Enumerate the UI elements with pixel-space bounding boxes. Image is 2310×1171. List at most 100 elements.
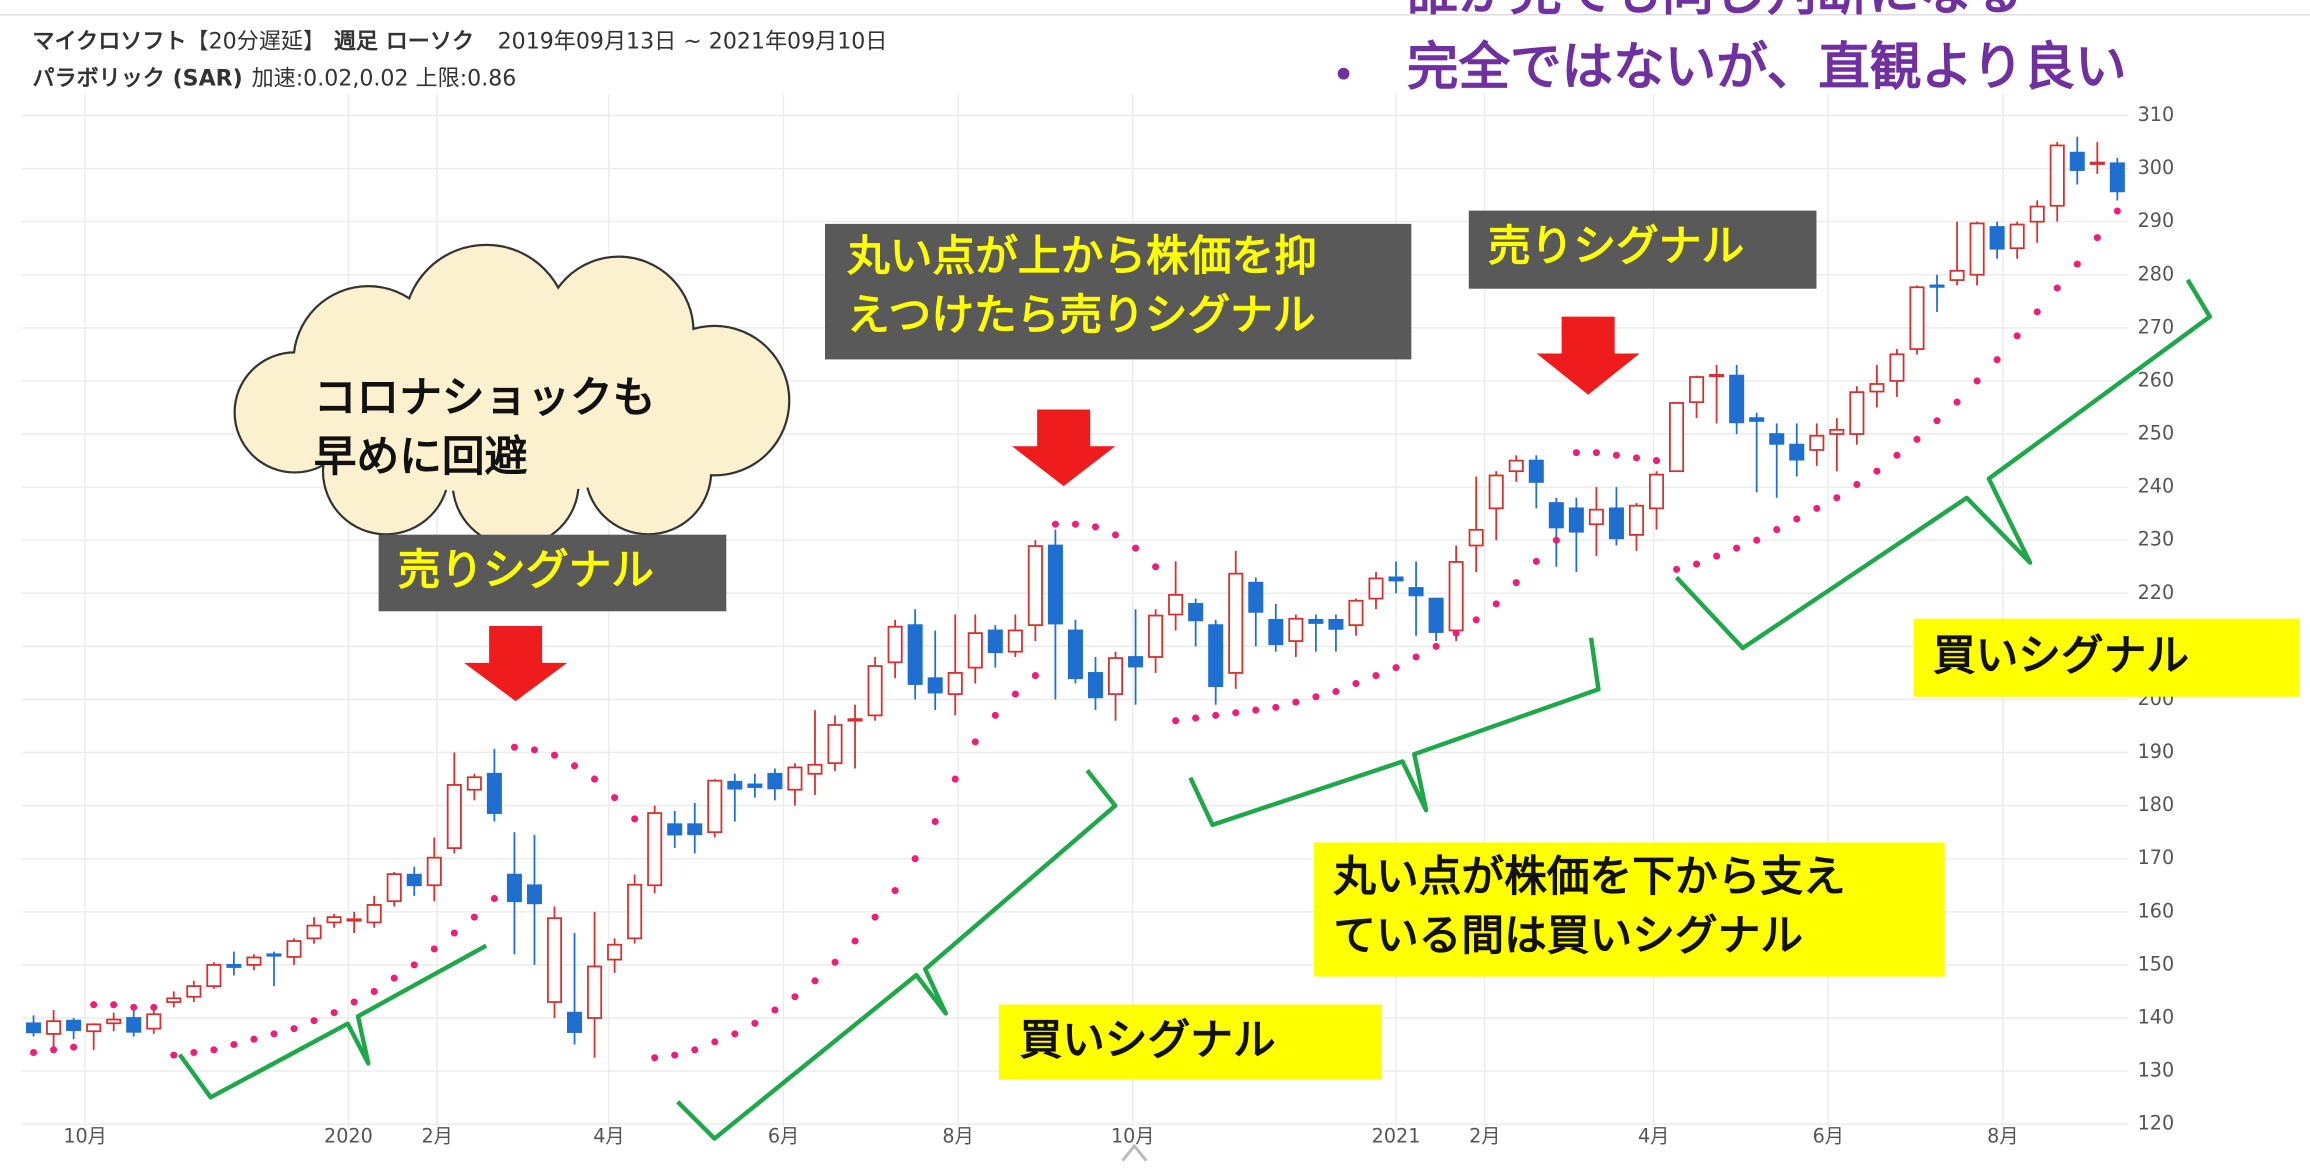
candle-body [526,884,542,905]
y-tick-label: 160 [2138,899,2175,922]
arrow [1536,316,1640,395]
candle-body [446,784,462,849]
sar-dot [1572,449,1580,457]
x-tick-label: 2020 [324,1125,373,1148]
sar-dot [570,762,579,770]
sar-dot [991,711,999,719]
candle-body [2009,223,2025,250]
candle-body [1007,629,1023,653]
candle-body [506,873,522,903]
y-tick-label: 260 [2138,368,2175,391]
buy-box [1314,842,1945,977]
candle-body [667,823,683,836]
y-tick-label: 130 [2138,1059,2175,1082]
header-kind: 週足 ローソク [334,29,474,55]
candle-body [1188,603,1204,622]
candle-body [46,1020,62,1035]
candle-body [1067,629,1083,680]
candle-body [186,985,202,998]
sar-dot [1352,679,1360,688]
candle-body [1288,617,1304,642]
candle-body [1228,572,1244,674]
sar-dot [811,977,819,985]
candle-body [947,672,963,696]
candle-body [1108,657,1124,696]
candle-body [66,1019,82,1032]
candle-body [266,953,282,957]
candle-body [106,1018,122,1025]
candle-body [1568,507,1584,533]
sar-dot [851,937,859,945]
candle-body [1709,373,1725,378]
sar-dot [1111,531,1120,539]
candle-body [1408,587,1424,597]
candle-body [1809,434,1825,451]
y-tick-label: 120 [2138,1112,2175,1135]
candle-body [426,856,442,887]
x-tick-label: 6月 [768,1125,799,1148]
sell-box [825,223,1412,360]
header: マイクロソフト【20分遅延】 週足 ローソク 2019年09月13日 ~ 2021年… [32,29,887,92]
candle-body [1749,417,1765,422]
sar-dot [731,1030,739,1038]
cloud-text: 早めに回避 [314,432,528,482]
candle-body [827,724,843,765]
candle-body [807,763,823,775]
sar-dot [30,1048,38,1057]
sar-dot [1372,672,1380,680]
candle-body [1949,269,1965,281]
sar-dot [591,775,599,783]
sar-dot [1252,706,1260,714]
y-tick-label: 230 [2138,528,2175,551]
sar-dot [1332,687,1340,696]
sar-dot [2093,234,2101,242]
buy-box [998,1004,1382,1080]
candle-body [907,624,923,685]
x-tick-label: 4月 [1638,1125,1669,1148]
y-tick-label: 170 [2138,846,2175,869]
arrow [464,626,568,702]
candle-body [2109,162,2125,193]
buy-box [1913,618,2300,697]
sar-dot [1051,520,1059,528]
sar-dot [1632,454,1641,462]
x-tick-label: 8月 [942,1125,973,1148]
sar-dot [450,929,458,937]
bullet [1337,67,1350,80]
sar-dot [1953,398,1961,406]
sar-dot [230,1040,238,1049]
candle-body [1969,222,1985,276]
sar-dot [1071,520,1079,528]
sar-dot [470,913,478,921]
sar-dot [270,1030,278,1038]
sar-dot [931,818,939,826]
arrow [1012,409,1116,487]
sar-dot [611,794,619,802]
candle-body [1769,433,1785,445]
sar-dot [1592,449,1600,457]
sar-dot [1652,457,1661,465]
sar-dot [1813,504,1821,512]
candle-body [1829,428,1845,435]
sar-dot [430,945,438,953]
y-tick-label: 280 [2138,262,2175,285]
sar-dot [1452,629,1460,637]
sar-dot [2073,260,2081,268]
annotations: コロナショックも 早めに回避 売りシグナル 丸い点が上から株価を抑 えつけたら売… [177,0,2300,1162]
indicator-name: パラボリック (SAR) [32,66,242,92]
sar-dot [110,1001,118,1009]
candle-body [647,812,663,887]
sar-dot [1532,557,1540,565]
candle-body [567,1011,583,1033]
sar-dot [1152,563,1160,571]
sar-dot [971,738,979,746]
candle-body [747,783,763,788]
sar-dot [390,974,398,982]
sar-dot [1853,480,1861,488]
candle-body [1248,581,1264,613]
y-tick-label: 190 [2138,740,2175,763]
candle-body [1909,286,1925,350]
sar-dot [1472,616,1480,624]
